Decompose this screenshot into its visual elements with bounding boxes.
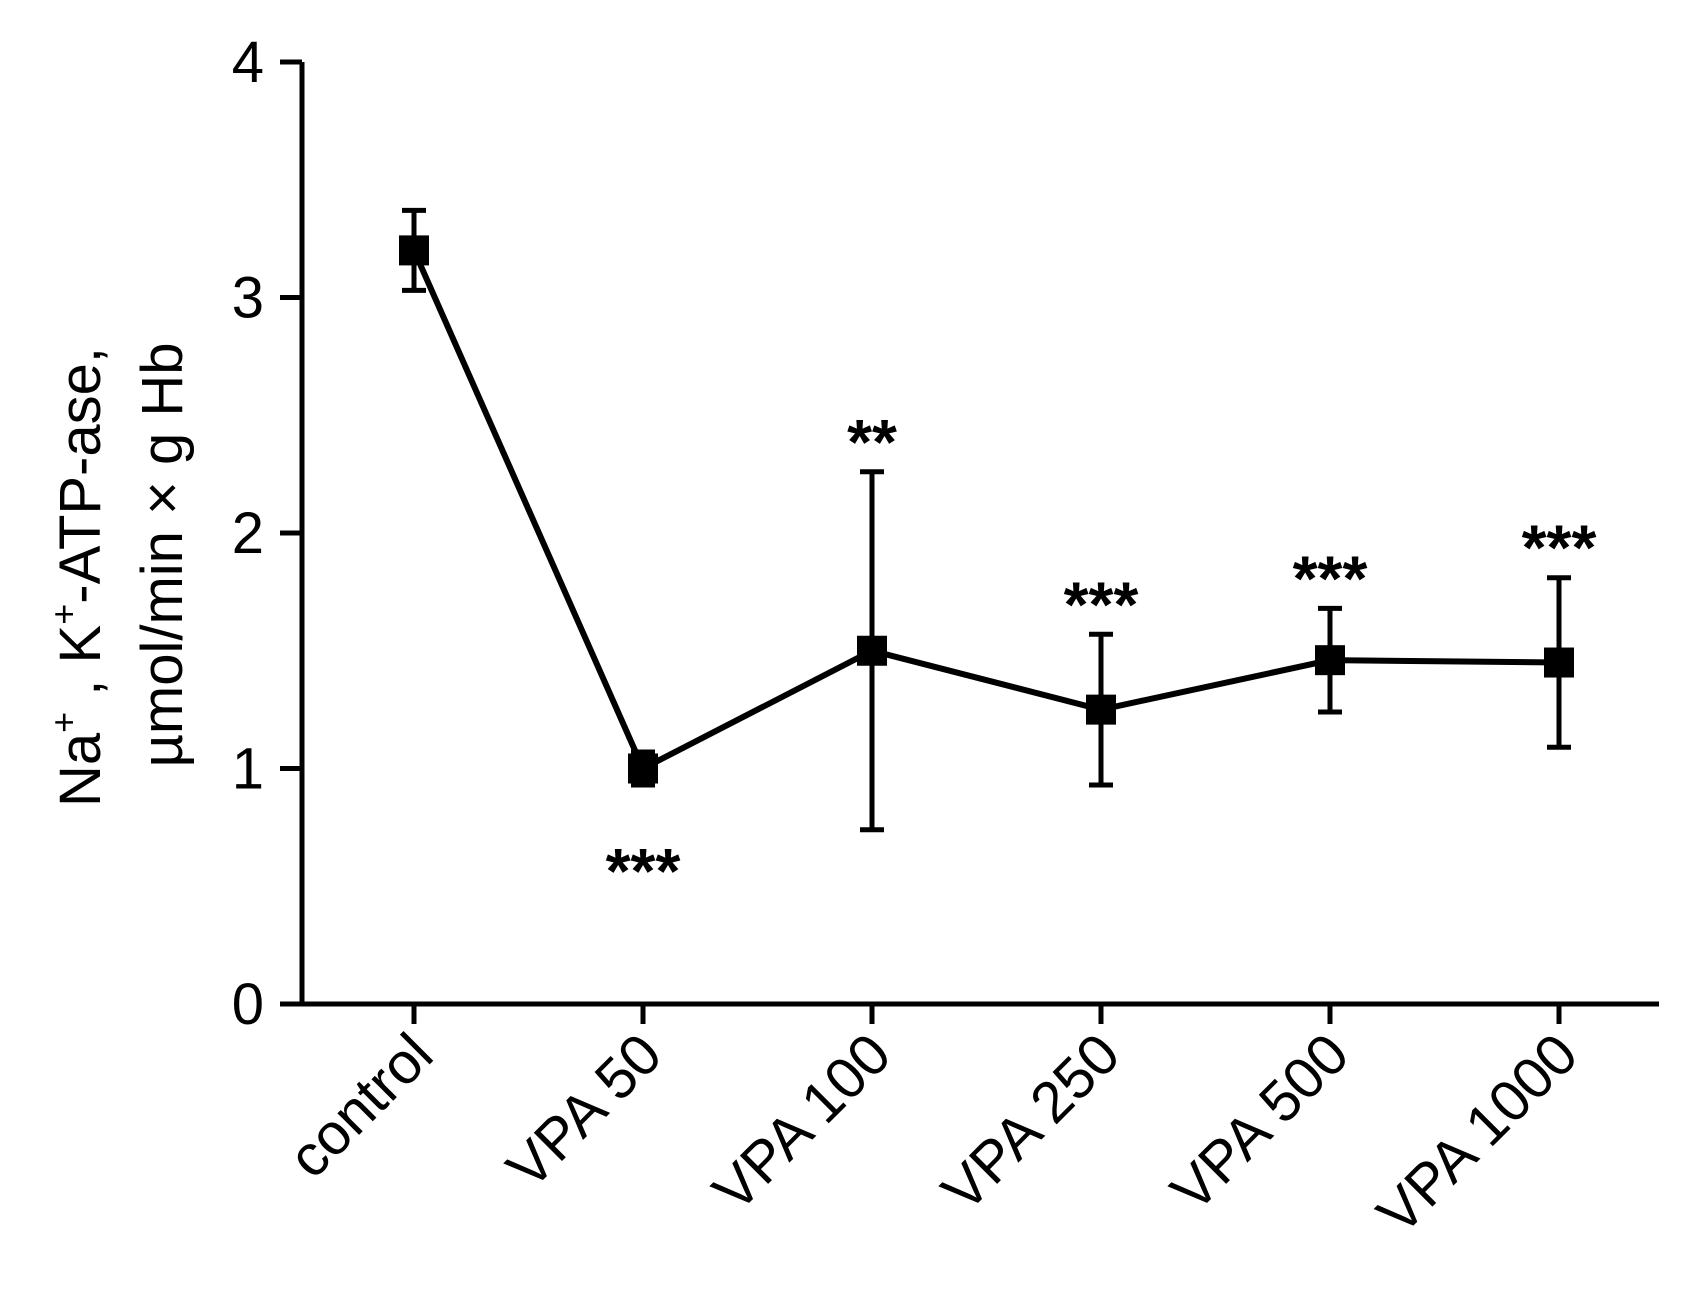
x-tick-label: control bbox=[276, 1021, 445, 1190]
data-point-marker bbox=[857, 635, 887, 666]
data-point-marker bbox=[1086, 694, 1116, 725]
y-axis-title-na: Na bbox=[48, 732, 113, 807]
significance-label: ** bbox=[847, 406, 897, 478]
data-point-marker bbox=[399, 235, 429, 266]
y-tick-label: 3 bbox=[232, 266, 264, 331]
series-line bbox=[411, 249, 1560, 773]
y-tick-label: 1 bbox=[232, 737, 264, 802]
data-point-marker bbox=[1544, 647, 1574, 678]
y-axis-title-line2: µmol/min × g Hb bbox=[130, 342, 195, 767]
significance-label: *** bbox=[1293, 542, 1368, 614]
significance-label: *** bbox=[1064, 568, 1139, 640]
y-tick-label: 0 bbox=[232, 972, 264, 1037]
x-tick-label: VPA 500 bbox=[1159, 1021, 1362, 1224]
y-tick-label: 2 bbox=[232, 501, 264, 566]
y-ticks: 0 1 2 3 4 bbox=[232, 30, 302, 1037]
y-axis-title-line1: Na+ , K+-ATP-ase, bbox=[43, 347, 113, 807]
y-axis-title-sep: , bbox=[48, 663, 113, 711]
data-point-marker bbox=[1315, 645, 1345, 676]
axes bbox=[280, 62, 1659, 1007]
data-point-marker bbox=[628, 753, 658, 784]
x-tick-label: VPA 250 bbox=[930, 1021, 1133, 1224]
x-tick-label: VPA 1000 bbox=[1365, 1021, 1590, 1246]
x-ticks: control VPA 50 VPA 100 VPA 250 VPA 500 VPA 10… bbox=[276, 1004, 1590, 1247]
significance-label: *** bbox=[1522, 512, 1597, 584]
y-axis-title-rest: -ATP-ase, bbox=[48, 347, 113, 604]
markers bbox=[399, 235, 1574, 784]
y-axis-title-k-sup: + bbox=[43, 604, 84, 625]
y-axis-title: Na+ , K+-ATP-ase, µmol/min × g Hb bbox=[43, 342, 195, 807]
x-tick-label: VPA 100 bbox=[701, 1021, 904, 1224]
error-bars bbox=[402, 207, 1571, 833]
y-tick-label: 4 bbox=[232, 30, 264, 95]
series-line-group bbox=[411, 249, 1560, 773]
x-tick-label: VPA 50 bbox=[494, 1021, 674, 1201]
significance-labels: ******** *** *** bbox=[606, 406, 1597, 907]
significance-label: *** bbox=[606, 835, 681, 907]
y-axis-title-k: K bbox=[48, 624, 113, 663]
y-axis-title-na-sup: + bbox=[43, 712, 84, 733]
